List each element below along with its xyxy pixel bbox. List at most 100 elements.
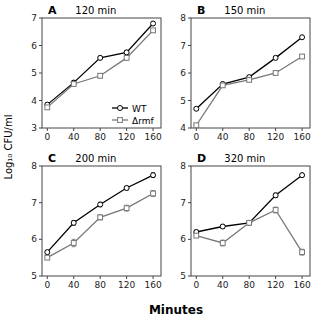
data-point [300,54,305,59]
y-tick-label: 4 [180,123,186,133]
y-tick-label: 5 [180,271,186,281]
x-tick [275,128,276,131]
panel: 4567804080120160B150 min [180,4,311,142]
x-tick [196,128,197,131]
plot-frame [191,166,310,276]
error-bar [274,71,278,75]
data-area [45,173,156,260]
y-tick-label: 6 [31,234,37,244]
y-tick [188,239,191,240]
error-bar [72,221,76,225]
x-tick-label: 40 [68,132,80,142]
data-area [194,35,305,128]
x-tick-label: 120 [267,280,284,290]
data-point [194,123,199,128]
data-point [247,77,252,82]
y-tick-label: 7 [31,13,37,23]
data-point [45,255,50,260]
error-bar [274,193,278,197]
x-tick-label: 40 [217,280,229,290]
panel-label: B [197,4,205,17]
y-tick-label: 7 [180,198,186,208]
x-tick [47,276,48,279]
y-tick [39,73,42,74]
error-bar [247,78,251,81]
x-tick [73,276,74,279]
series-line [47,24,153,105]
y-tick [188,202,191,203]
error-bar [151,173,155,177]
error-bar [274,207,278,213]
chart: 3456704080120160A120 minWTΔrmfMinutesLog… [0,0,320,320]
series-line [196,210,302,252]
x-tick-label: 40 [68,280,80,290]
panel-label: D [197,152,206,165]
y-tick [39,202,42,203]
y-tick [39,276,42,277]
x-tick [47,128,48,131]
data-point [273,55,278,60]
error-bar [98,215,102,220]
legend-marker [118,118,123,123]
panel-title: 200 min [75,153,116,164]
data-point [300,173,305,178]
x-tick-label: 80 [243,132,255,142]
y-tick [188,45,191,46]
y-tick [188,166,191,167]
data-point [194,233,199,238]
y-tick-label: 5 [31,271,37,281]
y-tick-label: 6 [31,41,37,51]
error-bar [300,249,304,255]
data-point [98,55,103,60]
data-point [300,35,305,40]
x-tick-label: 160 [144,132,161,142]
y-tick-label: 7 [180,41,186,51]
plot-frame [42,166,161,276]
y-tick [39,128,42,129]
legend-label: Δrmf [132,116,154,126]
data-point [220,83,225,88]
data-point [220,241,225,246]
y-tick-label: 4 [31,96,37,106]
data-point [124,186,129,191]
series-line [196,37,302,109]
series [194,207,305,255]
y-tick [188,128,191,129]
panel: 3456704080120160A120 minWTΔrmf [31,4,162,142]
x-tick-label: 80 [94,132,106,142]
error-bar [274,56,278,59]
error-bar [45,250,49,254]
error-bar [221,225,225,229]
series-line [47,194,153,258]
error-bar [125,186,129,190]
data-point [273,71,278,76]
x-tick [100,276,101,279]
x-tick-label: 160 [293,280,310,290]
x-tick-label: 120 [267,132,284,142]
x-tick-label: 0 [44,280,50,290]
data-point [71,220,76,225]
data-point [98,73,103,78]
x-tick [249,276,250,279]
y-tick-label: 8 [31,161,37,171]
data-point [151,173,156,178]
data-area [194,173,305,255]
data-point [220,224,225,229]
error-bar [125,56,129,60]
series-line [47,30,153,107]
panel-title: 120 min [75,5,116,16]
x-tick-label: 40 [217,132,229,142]
x-axis-label: Minutes [149,303,203,317]
x-tick-label: 0 [193,280,199,290]
data-point [124,50,129,55]
x-tick [73,128,74,131]
legend-marker [118,106,123,111]
background [0,0,320,320]
panel-title: 150 min [224,5,265,16]
error-bar [300,173,304,177]
series [45,173,156,255]
data-point [98,202,103,207]
panel-label: C [48,152,56,165]
error-bar [194,234,198,238]
error-bar [151,28,155,32]
